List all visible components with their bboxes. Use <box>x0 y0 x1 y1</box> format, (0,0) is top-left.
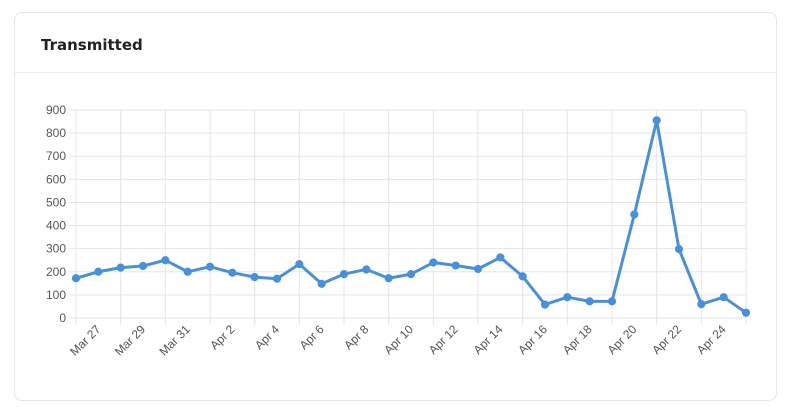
data-point[interactable] <box>295 260 304 269</box>
x-tick-label: Mar 31 <box>156 322 193 359</box>
x-tick-label: Mar 27 <box>67 322 104 359</box>
x-tick-label: Apr 16 <box>515 322 550 357</box>
data-point[interactable] <box>540 300 550 309</box>
data-point[interactable] <box>94 267 103 276</box>
data-point[interactable] <box>362 265 371 274</box>
x-tick-label: Mar 29 <box>112 322 149 359</box>
data-point[interactable] <box>183 267 192 276</box>
data-point[interactable] <box>563 293 572 302</box>
y-tick-label: 600 <box>46 172 66 186</box>
data-point[interactable] <box>496 253 505 262</box>
x-tick-label: Apr 2 <box>207 322 237 352</box>
x-tick-label: Apr 6 <box>297 322 327 352</box>
x-tick-label: Apr 14 <box>471 322 506 357</box>
data-point[interactable] <box>607 297 617 306</box>
y-tick-label: 300 <box>46 242 66 256</box>
data-point[interactable] <box>250 272 259 282</box>
data-point[interactable] <box>138 261 148 271</box>
data-point[interactable] <box>697 300 706 309</box>
y-tick-label: 900 <box>46 103 66 117</box>
data-point[interactable] <box>473 264 483 274</box>
y-tick-label: 800 <box>46 126 66 140</box>
data-point[interactable] <box>719 293 728 302</box>
data-point[interactable] <box>317 279 326 288</box>
x-tick-label: Apr 4 <box>252 322 282 352</box>
data-point[interactable] <box>116 263 125 272</box>
x-tick-label: Apr 18 <box>560 322 595 357</box>
data-point[interactable] <box>451 261 460 270</box>
data-point[interactable] <box>228 268 237 277</box>
x-tick-label: Apr 24 <box>694 322 729 357</box>
data-point[interactable] <box>585 297 594 306</box>
data-point[interactable] <box>339 269 349 279</box>
data-point[interactable] <box>674 245 684 254</box>
y-tick-label: 500 <box>46 195 66 209</box>
x-tick-label: Apr 22 <box>649 322 684 357</box>
y-tick-label: 700 <box>46 149 66 163</box>
data-point[interactable] <box>161 256 170 265</box>
y-tick-label: 0 <box>59 311 66 325</box>
data-point[interactable] <box>205 262 215 271</box>
data-point[interactable] <box>429 258 438 267</box>
x-tick-label: Apr 12 <box>426 322 461 357</box>
card-title: Transmitted <box>41 36 143 54</box>
data-point[interactable] <box>518 272 527 281</box>
data-point[interactable] <box>741 308 751 317</box>
y-tick-label: 100 <box>46 288 66 302</box>
data-point[interactable] <box>630 210 639 219</box>
y-tick-label: 200 <box>46 265 66 279</box>
data-point[interactable] <box>406 269 416 279</box>
data-point[interactable] <box>652 116 661 125</box>
y-tick-label: 400 <box>46 219 66 233</box>
card-header: Transmitted <box>15 13 776 73</box>
x-tick-label: Apr 20 <box>605 322 640 357</box>
chart-card: Transmitted <box>14 12 777 401</box>
series-line <box>74 118 748 315</box>
data-point[interactable] <box>384 274 393 283</box>
x-tick-label: Apr 8 <box>341 322 371 352</box>
data-point[interactable] <box>71 274 81 283</box>
data-point[interactable] <box>272 274 282 283</box>
x-tick-label: Apr 10 <box>381 322 416 357</box>
